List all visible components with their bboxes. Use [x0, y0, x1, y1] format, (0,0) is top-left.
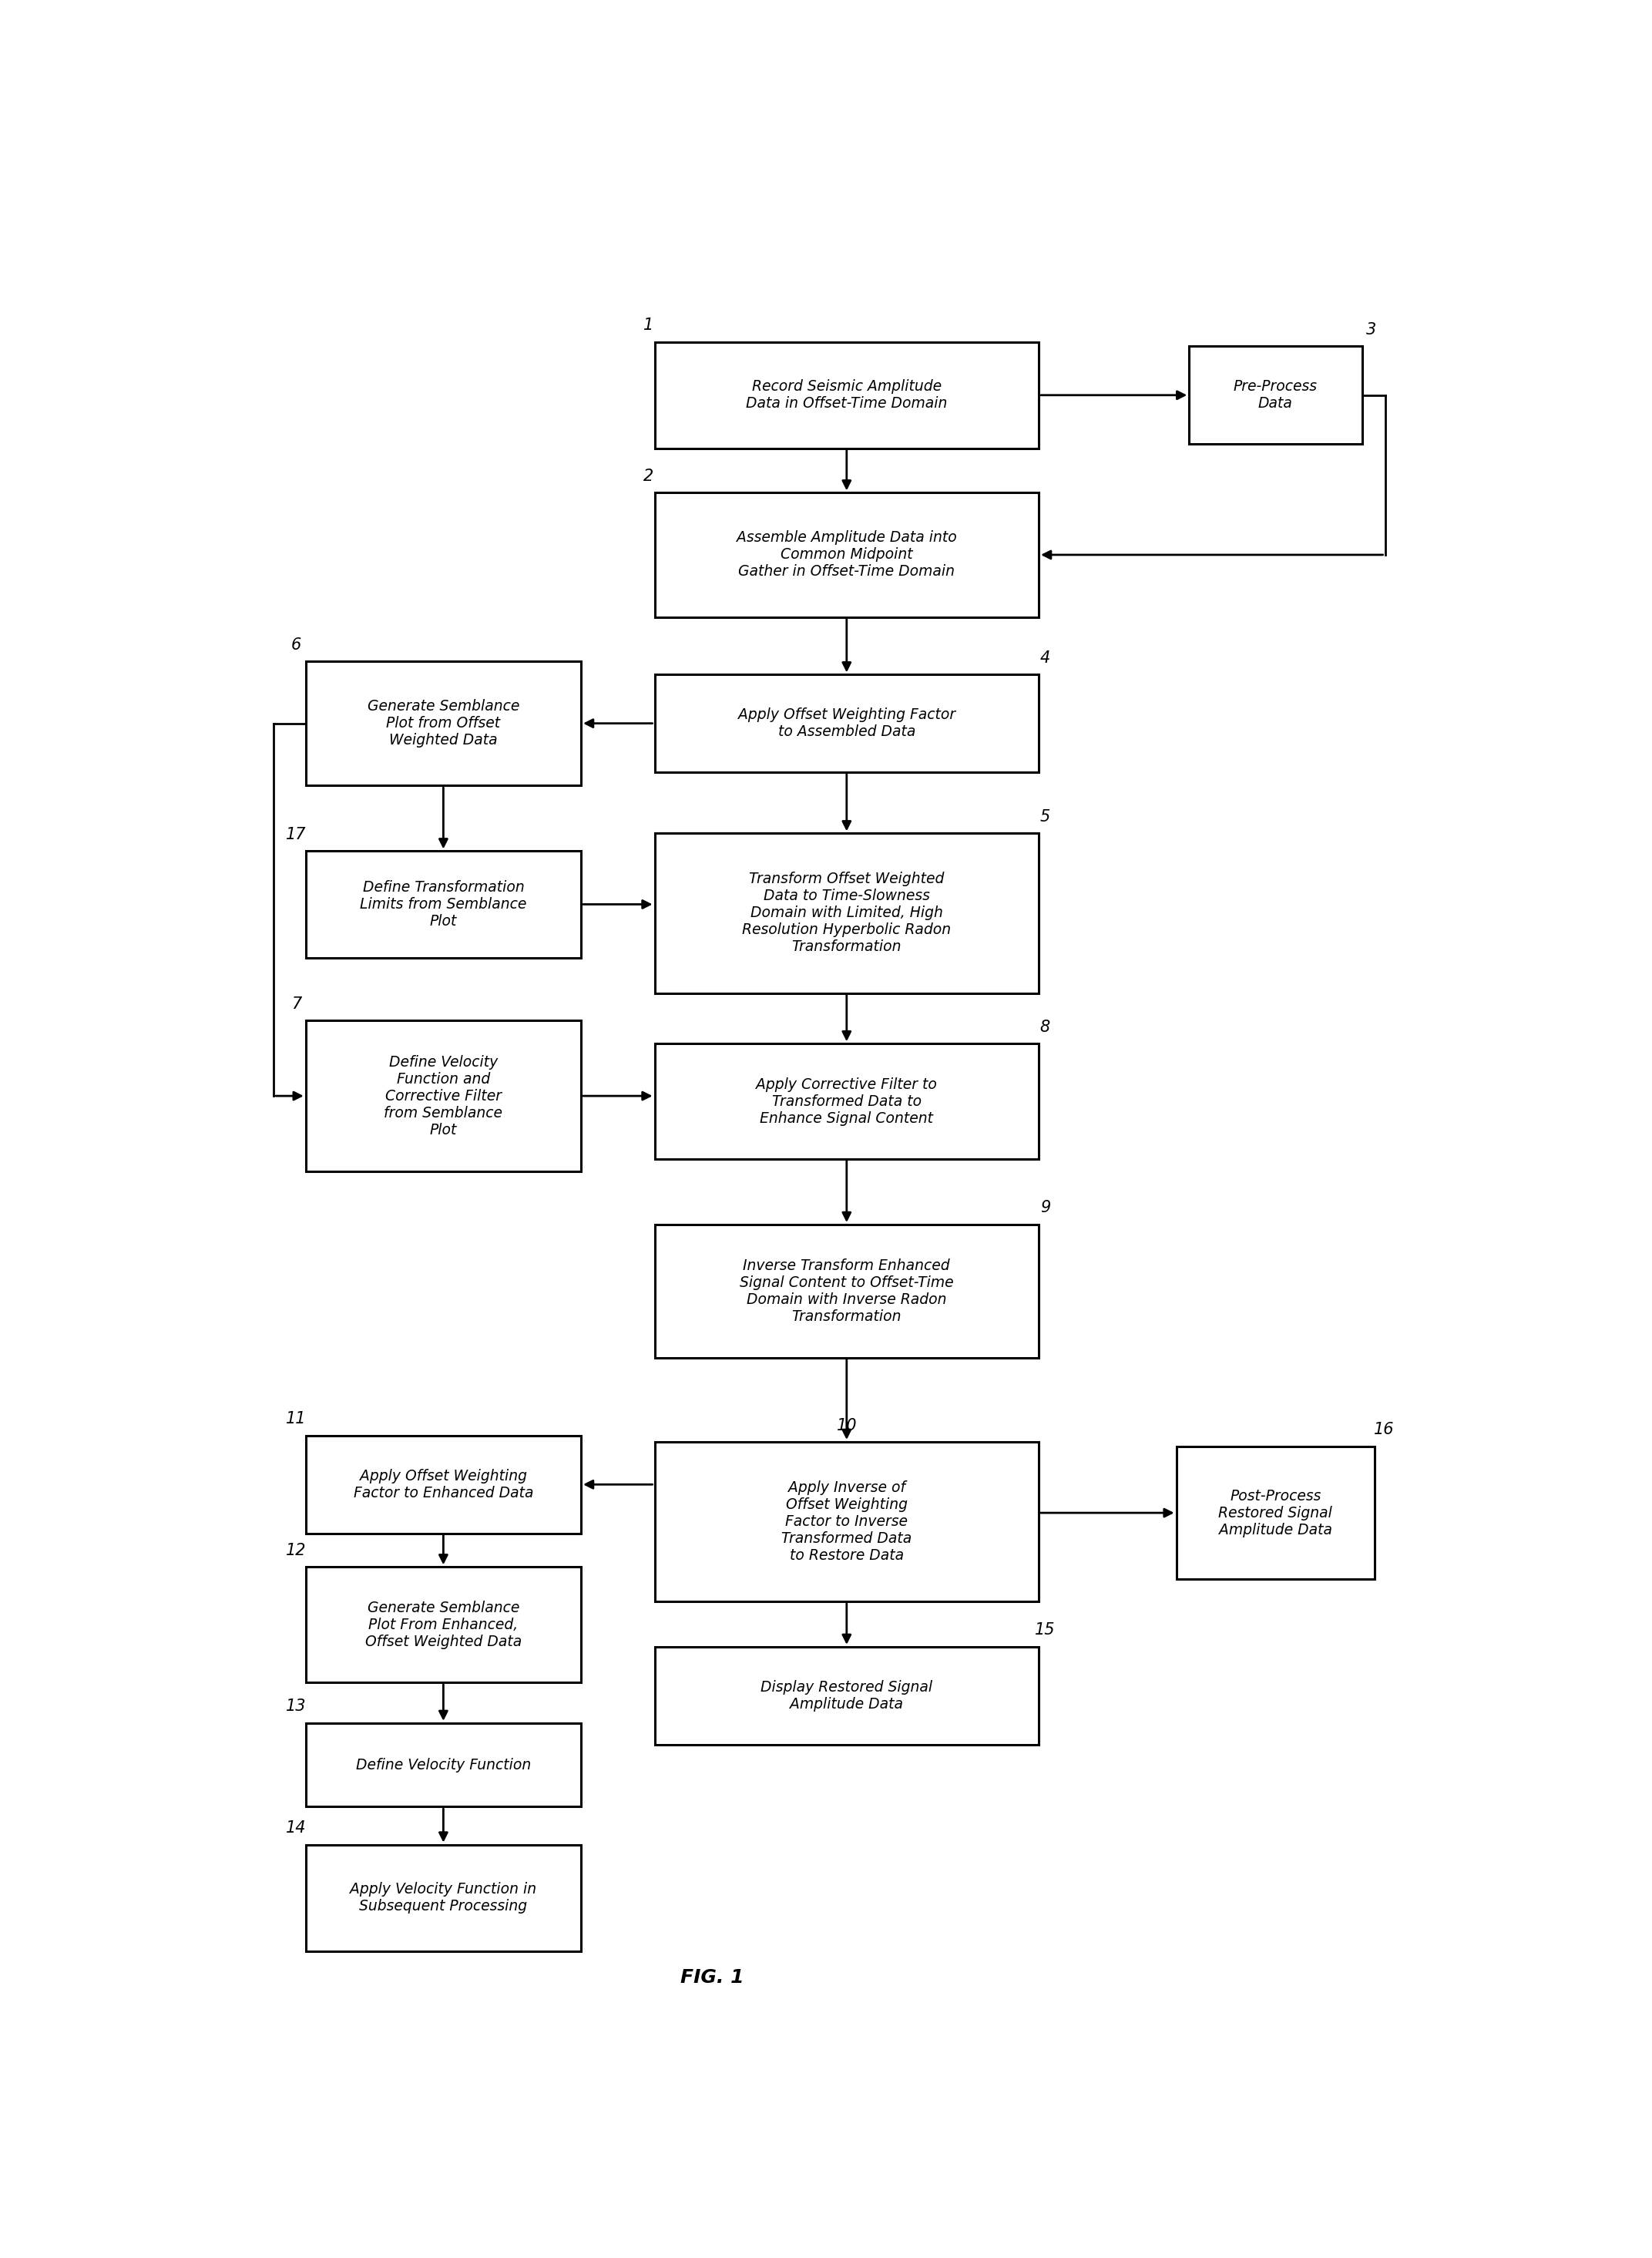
Text: 12: 12 — [286, 1542, 306, 1558]
Bar — [654, 1043, 1039, 1158]
Bar — [654, 341, 1039, 449]
Bar — [654, 492, 1039, 616]
Text: Define Velocity Function: Define Velocity Function — [355, 1757, 530, 1773]
Text: Generate Semblance
Plot from Offset
Weighted Data: Generate Semblance Plot from Offset Weig… — [367, 700, 519, 747]
Text: Inverse Transform Enhanced
Signal Content to Offset-Time
Domain with Inverse Rad: Inverse Transform Enhanced Signal Conten… — [740, 1258, 953, 1323]
Text: FIG. 1: FIG. 1 — [681, 1969, 743, 1987]
Text: 10: 10 — [836, 1418, 857, 1434]
Text: 13: 13 — [286, 1698, 306, 1714]
Bar — [1189, 345, 1361, 445]
Bar — [654, 833, 1039, 994]
Text: Apply Inverse of
Offset Weighting
Factor to Inverse
Transformed Data
to Restore : Apply Inverse of Offset Weighting Factor… — [781, 1481, 912, 1563]
Bar — [306, 662, 582, 786]
Text: Apply Velocity Function in
Subsequent Processing: Apply Velocity Function in Subsequent Pr… — [350, 1883, 537, 1913]
Bar — [306, 851, 582, 957]
Text: 11: 11 — [286, 1411, 306, 1427]
Bar — [306, 1436, 582, 1533]
Text: 2: 2 — [643, 467, 653, 483]
Text: 5: 5 — [1041, 808, 1051, 824]
Bar — [654, 675, 1039, 772]
Text: 16: 16 — [1374, 1423, 1394, 1438]
Bar — [306, 1845, 582, 1951]
Text: 1: 1 — [643, 318, 653, 332]
Text: Record Seismic Amplitude
Data in Offset-Time Domain: Record Seismic Amplitude Data in Offset-… — [747, 379, 947, 411]
Text: 3: 3 — [1366, 323, 1376, 336]
Bar — [654, 1646, 1039, 1745]
Text: Generate Semblance
Plot From Enhanced,
Offset Weighted Data: Generate Semblance Plot From Enhanced, O… — [365, 1601, 522, 1648]
Bar — [654, 1443, 1039, 1601]
Text: 15: 15 — [1034, 1624, 1056, 1637]
Text: Define Velocity
Function and
Corrective Filter
from Semblance
Plot: Define Velocity Function and Corrective … — [383, 1054, 502, 1138]
Text: 17: 17 — [286, 826, 306, 842]
Text: Apply Offset Weighting Factor
to Assembled Data: Apply Offset Weighting Factor to Assembl… — [738, 707, 955, 738]
Text: Define Transformation
Limits from Semblance
Plot: Define Transformation Limits from Sembla… — [360, 881, 527, 928]
Bar — [306, 1567, 582, 1682]
Text: 14: 14 — [286, 1820, 306, 1836]
Bar — [306, 1723, 582, 1806]
Text: Display Restored Signal
Amplitude Data: Display Restored Signal Amplitude Data — [760, 1680, 933, 1712]
Text: Pre-Process
Data: Pre-Process Data — [1234, 379, 1318, 411]
Bar — [1176, 1447, 1374, 1578]
Bar — [654, 1224, 1039, 1357]
Text: Transform Offset Weighted
Data to Time-Slowness
Domain with Limited, High
Resolu: Transform Offset Weighted Data to Time-S… — [742, 872, 952, 955]
Text: Apply Offset Weighting
Factor to Enhanced Data: Apply Offset Weighting Factor to Enhance… — [354, 1468, 534, 1499]
Bar — [306, 1021, 582, 1172]
Text: 6: 6 — [291, 637, 301, 653]
Text: Assemble Amplitude Data into
Common Midpoint
Gather in Offset-Time Domain: Assemble Amplitude Data into Common Midp… — [737, 531, 957, 578]
Text: 9: 9 — [1041, 1201, 1051, 1215]
Text: 7: 7 — [291, 996, 301, 1012]
Text: 4: 4 — [1041, 650, 1051, 666]
Text: Apply Corrective Filter to
Transformed Data to
Enhance Signal Content: Apply Corrective Filter to Transformed D… — [757, 1077, 937, 1124]
Text: 8: 8 — [1041, 1018, 1051, 1034]
Text: Post-Process
Restored Signal
Amplitude Data: Post-Process Restored Signal Amplitude D… — [1219, 1488, 1333, 1538]
